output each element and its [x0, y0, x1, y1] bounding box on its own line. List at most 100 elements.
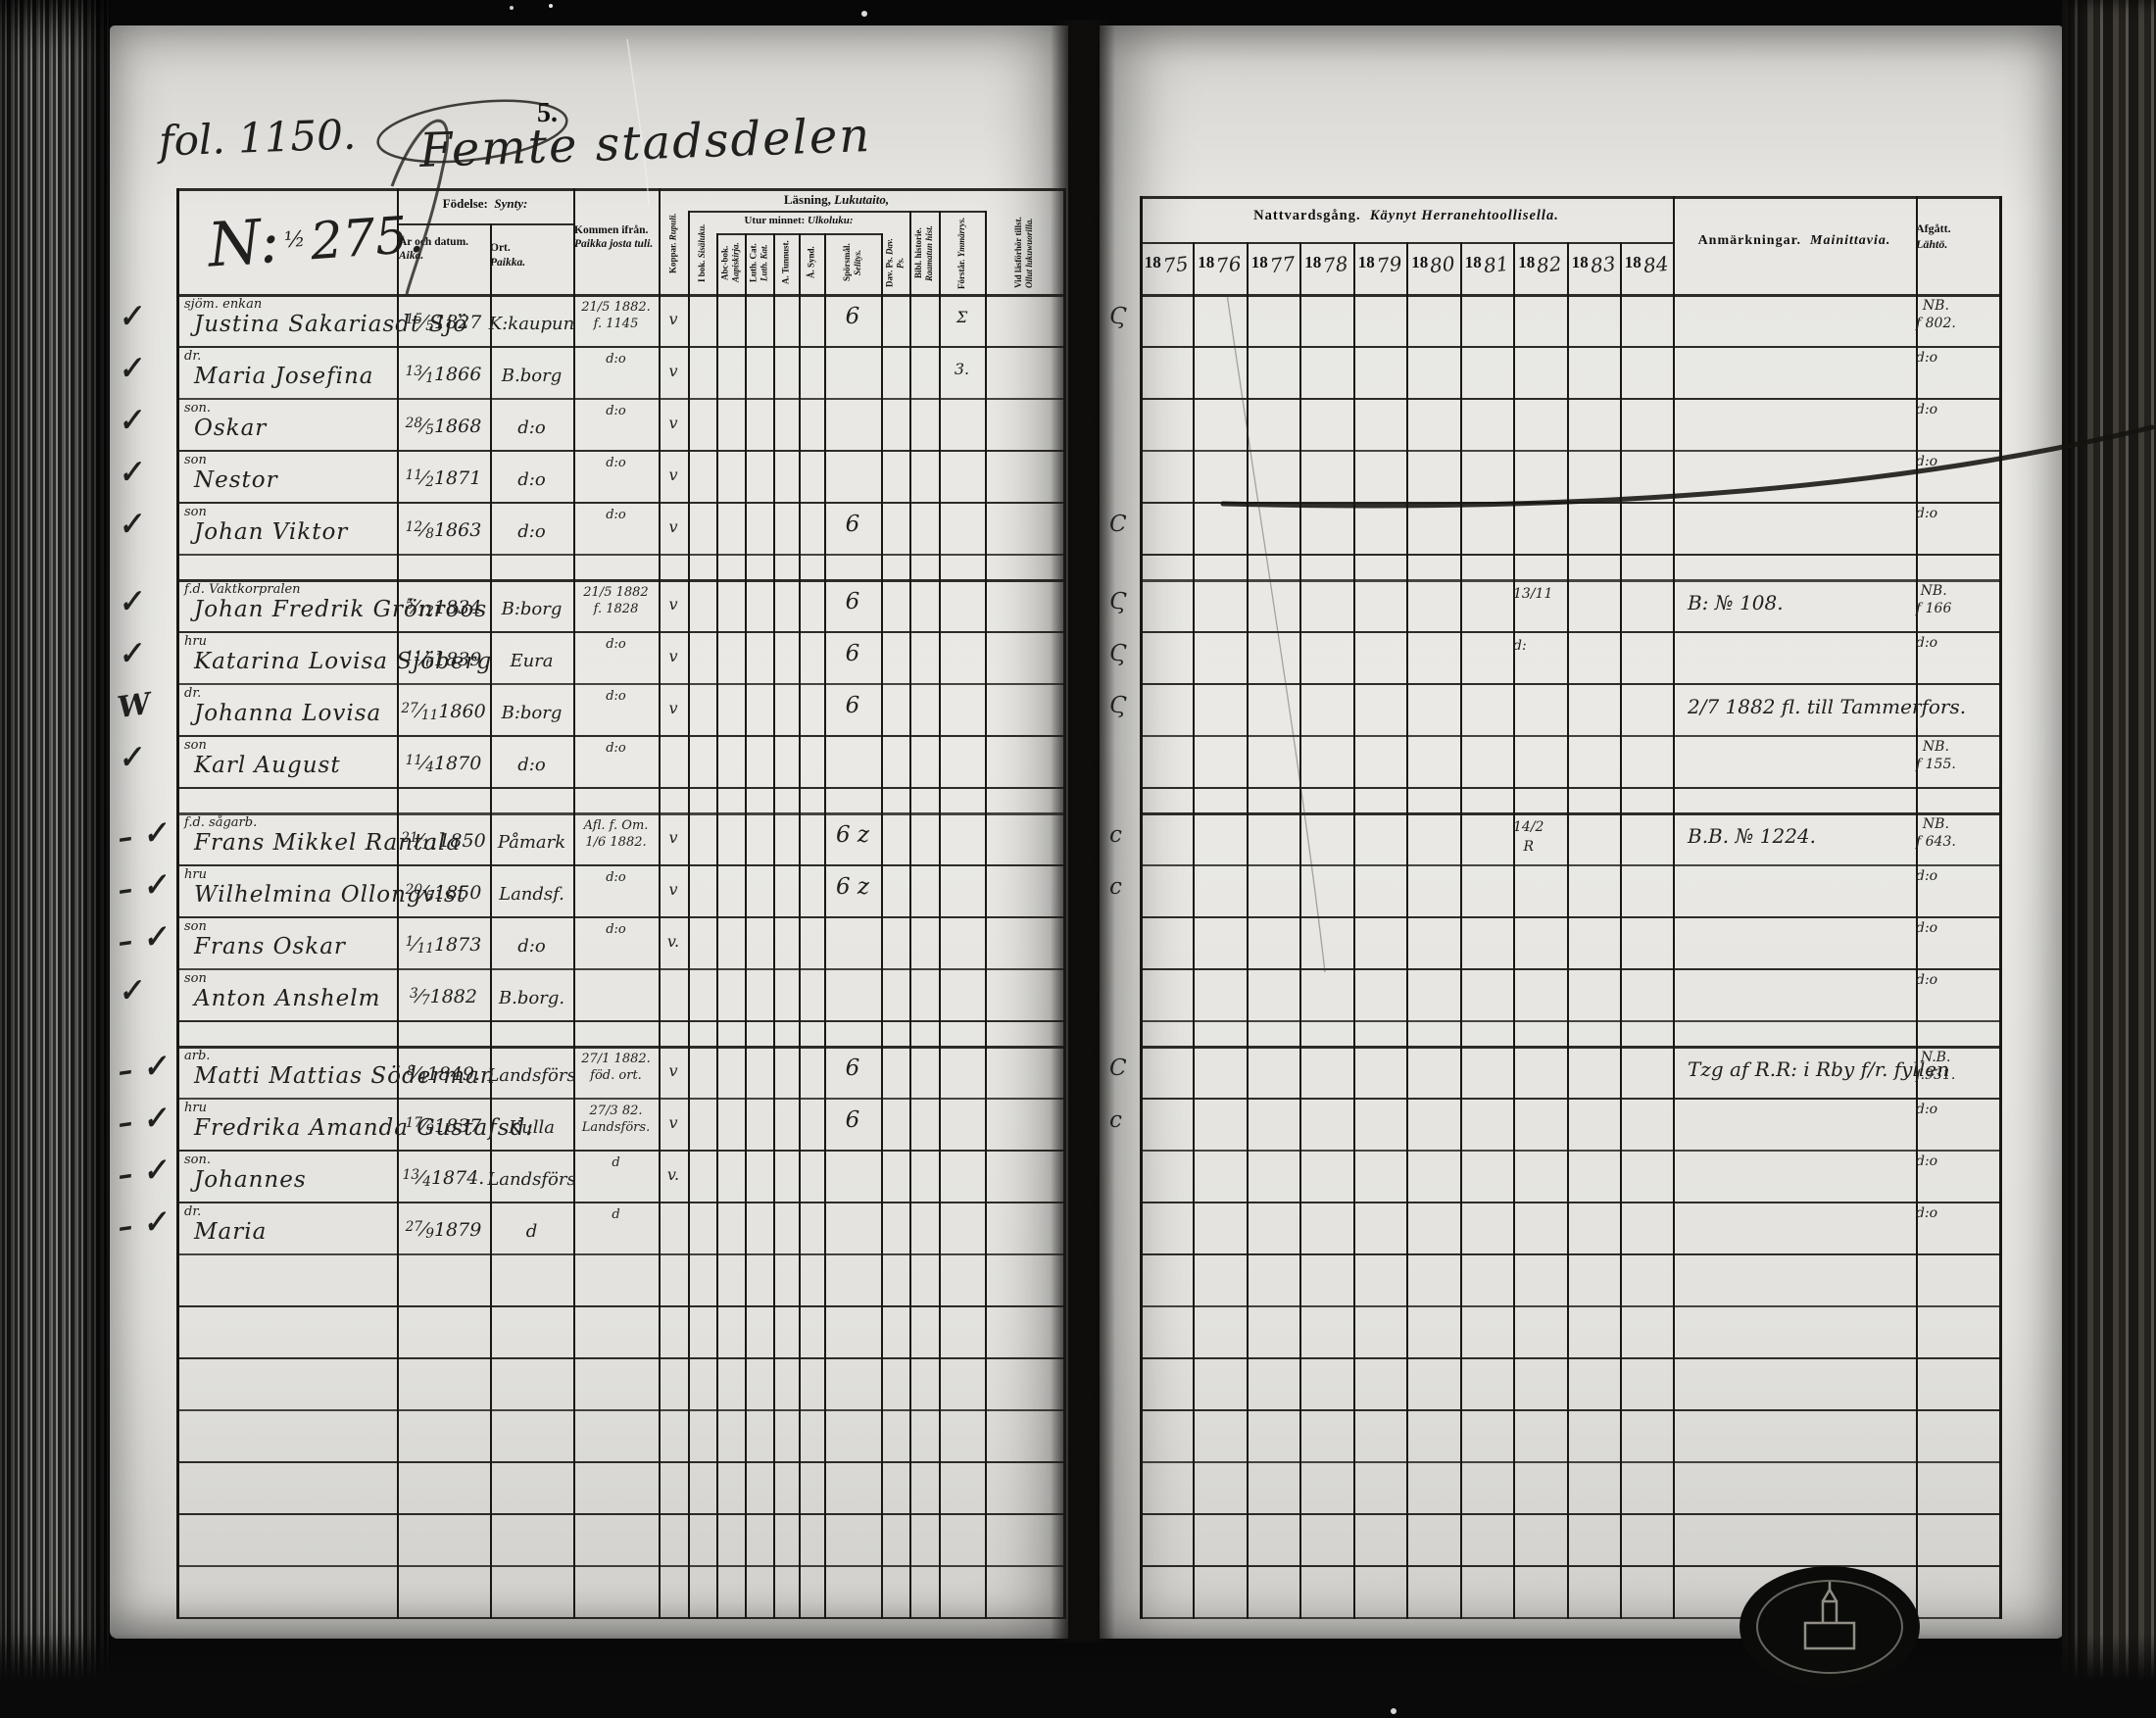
horizontal-rule: [176, 1150, 1063, 1152]
entry-came-from: 27/3 82. Landsförs.: [581, 1104, 651, 1135]
horizontal-rule: [1140, 1513, 1999, 1515]
entry-birth-place: Påmark: [497, 832, 566, 853]
entry-smallpox-mark: v: [668, 699, 678, 717]
vertical-rule: [716, 233, 718, 1619]
table-row: – ✓ arb. Matti Mattias Söderman 8⁄4 1849. La…: [0, 1048, 2156, 1100]
entry-smallpox-mark: v: [668, 466, 678, 484]
table-row: – ✓ hru Fredrika Amanda Gustafsd: 17⁄9 1837…: [0, 1100, 2156, 1152]
vertical-rule: [799, 233, 801, 1619]
row-checkmark: ✓: [115, 506, 145, 544]
entry-occupation: son: [184, 505, 207, 519]
vertical-rule: [745, 233, 747, 1619]
communion-1882-mark: 14/2 R: [1513, 819, 1544, 855]
entry-smallpox-mark: v: [668, 517, 678, 536]
entry-occupation: son: [184, 971, 207, 986]
vertical-rule: [1620, 242, 1622, 1619]
year-header-1877: 18 77: [1250, 251, 1297, 278]
entry-occupation: dr.: [184, 349, 202, 364]
entry-sporsmal-mark: 6: [845, 512, 860, 537]
table-row: – ✓ son Frans Oskar 1⁄11 1873 d:o d:o v. d:o: [0, 918, 2156, 970]
entry-birth-date: 28⁄5 1868: [405, 416, 482, 439]
communion-header: Nattvardsgång. Käynyt Herranehtoollisell…: [1253, 208, 1559, 223]
entry-came-from: d:o: [606, 689, 626, 704]
row-checkmark: ✓: [115, 298, 145, 336]
horizontal-rule: [1140, 1020, 1999, 1022]
vertical-rule: [881, 233, 883, 1619]
horizontal-rule: [176, 1202, 1063, 1203]
row-checkmark: – ✓: [115, 1203, 170, 1246]
vertical-rule: [909, 211, 911, 1619]
horizontal-rule: [176, 1409, 1063, 1411]
entry-note: B.B. № 1224.: [1688, 824, 1817, 848]
entry-birth-place: B:borg: [501, 599, 563, 619]
entry-birth-date: 1⁄11 1873: [405, 934, 482, 957]
reading-col-header-9: Förstår. Ymmärrys.: [956, 217, 967, 289]
vertical-rule: [1513, 242, 1515, 1619]
vertical-rule: [1193, 242, 1195, 1619]
horizontal-rule: [1140, 1202, 1999, 1203]
reading-col-header-10: Vid läsförhör tillst. Ollut lukuwuorilla…: [1013, 217, 1034, 289]
year-header-1878: 18 78: [1304, 251, 1349, 278]
table-row: – ✓ f.d. sågarb. Frans Mikkel Rantala 21⁄11…: [0, 814, 2156, 866]
horizontal-rule: [1140, 1150, 1999, 1152]
entry-departed: d:o: [1916, 1154, 1938, 1169]
entry-came-from: d: [612, 1155, 620, 1170]
year-header-1882: 18 82: [1518, 251, 1563, 278]
entry-birth-place: d:o: [517, 469, 546, 490]
row-checkmark: ✓: [115, 454, 145, 492]
entry-came-from: d:o: [606, 508, 626, 522]
horizontal-rule: [397, 223, 573, 225]
communion-margin-mark: c: [1109, 874, 1122, 900]
year-header-1879: 18 79: [1357, 251, 1403, 278]
horizontal-rule: [1140, 1461, 1999, 1463]
row-checkmark: – ✓: [115, 1152, 170, 1194]
entry-came-from: d:o: [606, 637, 626, 652]
entry-name: Fredrika Amanda Gustafsd:: [194, 1115, 535, 1141]
came-from-header: Kommen ifrån. Paikka josta tuli.: [574, 224, 654, 251]
communion-margin-mark: Ϛ: [1109, 641, 1127, 666]
communion-1882-mark: 13/11: [1513, 586, 1553, 602]
year-header-1881: 18 81: [1464, 251, 1510, 278]
entry-departed: d:o: [1916, 350, 1938, 366]
book-gutter: [1051, 20, 1115, 1643]
entry-occupation: hru: [184, 867, 207, 882]
scan-dust-specks: [549, 4, 553, 8]
entry-smallpox-mark: v: [668, 880, 678, 899]
entry-smallpox-mark: v: [668, 828, 678, 847]
vertical-rule: [1673, 196, 1675, 1619]
entry-birth-place: d:o: [517, 521, 546, 542]
horizontal-rule: [1140, 196, 1999, 199]
notes-header: Anmärkningar. Mainittavia.: [1697, 233, 1891, 248]
reading-col-header-2: Abc-bok. Aapiskirja.: [719, 242, 741, 283]
entry-departed: d:o: [1916, 635, 1938, 651]
entry-occupation: son: [184, 453, 207, 467]
row-checkmark: ✓: [115, 972, 145, 1010]
entry-birth-date: 27⁄9 1879: [405, 1219, 482, 1243]
horizontal-rule: [176, 968, 1063, 970]
vertical-rule: [1353, 242, 1355, 1619]
horizontal-rule: [176, 1098, 1063, 1100]
entry-birth-date: 11⁄6 1839: [405, 649, 482, 672]
horizontal-rule: [176, 1513, 1063, 1515]
horizontal-rule: [176, 812, 1063, 815]
entry-birth-date: 13⁄4 1874.: [402, 1167, 485, 1191]
year-header-1880: 18 80: [1411, 251, 1456, 278]
horizontal-rule: [176, 294, 1063, 297]
horizontal-rule: [176, 450, 1063, 452]
entry-birth-place: K:kaupun: [488, 314, 575, 334]
page-number: 5.: [537, 98, 558, 128]
entry-sporsmal-mark: 6: [845, 1107, 860, 1133]
row-checkmark: ✓: [115, 739, 145, 777]
reading-col-header-4: A. Tunnust.: [780, 240, 791, 285]
entry-birth-place: d:o: [517, 417, 546, 438]
entry-came-from: d:o: [606, 404, 626, 418]
entry-sporsmal-mark: 6: [845, 304, 860, 329]
entry-name: Frans Mikkel Rantala: [194, 830, 462, 856]
table-row: – ✓ hru Wilhelmina Ollongvist 20⁄5 1850 Land…: [0, 866, 2156, 918]
vertical-rule: [824, 233, 826, 1619]
horizontal-rule: [176, 188, 1063, 191]
reading-col-header-7: Dav. Ps. Dav. Ps.: [884, 238, 906, 287]
entry-came-from: d:o: [606, 456, 626, 470]
